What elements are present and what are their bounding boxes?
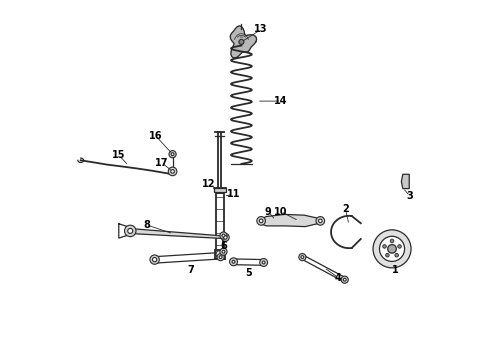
Circle shape (379, 236, 405, 261)
Text: 2: 2 (342, 204, 349, 214)
Circle shape (150, 255, 159, 264)
Circle shape (219, 256, 222, 258)
Circle shape (239, 40, 244, 44)
Circle shape (232, 260, 235, 263)
Circle shape (169, 150, 176, 158)
Text: 3: 3 (407, 191, 414, 201)
Text: 7: 7 (188, 265, 195, 275)
Circle shape (217, 253, 224, 261)
Text: 13: 13 (254, 24, 268, 35)
Circle shape (301, 256, 304, 258)
Circle shape (373, 230, 411, 268)
Circle shape (222, 250, 225, 253)
Circle shape (223, 235, 227, 239)
Circle shape (259, 219, 263, 223)
Text: 9: 9 (265, 207, 271, 217)
Circle shape (260, 258, 268, 266)
Circle shape (171, 153, 174, 156)
Circle shape (230, 258, 238, 266)
Polygon shape (230, 26, 257, 58)
Circle shape (222, 234, 225, 237)
Circle shape (257, 217, 266, 225)
Circle shape (220, 232, 227, 239)
Circle shape (398, 245, 401, 248)
Text: 8: 8 (143, 220, 150, 230)
Circle shape (220, 248, 227, 255)
Text: 6: 6 (220, 241, 227, 251)
Text: 1: 1 (392, 265, 399, 275)
Circle shape (262, 261, 265, 264)
Bar (214, 188, 225, 192)
Circle shape (216, 251, 224, 258)
Circle shape (343, 278, 346, 281)
Circle shape (318, 219, 322, 223)
Text: 5: 5 (245, 268, 252, 278)
Text: 16: 16 (149, 131, 163, 141)
Circle shape (128, 228, 133, 233)
Circle shape (383, 245, 386, 248)
Text: 4: 4 (335, 273, 342, 283)
Circle shape (395, 253, 398, 257)
Text: 15: 15 (112, 150, 125, 160)
Circle shape (221, 233, 229, 241)
Text: 10: 10 (274, 207, 288, 217)
Circle shape (299, 253, 306, 261)
Text: 14: 14 (274, 96, 288, 106)
Circle shape (390, 239, 394, 243)
Circle shape (171, 170, 174, 173)
Circle shape (386, 253, 389, 257)
Circle shape (316, 217, 324, 225)
Circle shape (152, 257, 157, 262)
Bar (216, 193, 223, 250)
Polygon shape (128, 228, 225, 239)
Text: 12: 12 (202, 179, 216, 189)
Circle shape (124, 225, 136, 237)
Circle shape (388, 244, 396, 253)
Text: 11: 11 (227, 189, 240, 199)
Text: 17: 17 (155, 158, 169, 168)
Circle shape (168, 167, 177, 176)
Circle shape (341, 276, 348, 283)
Polygon shape (401, 174, 409, 189)
Polygon shape (259, 215, 320, 226)
